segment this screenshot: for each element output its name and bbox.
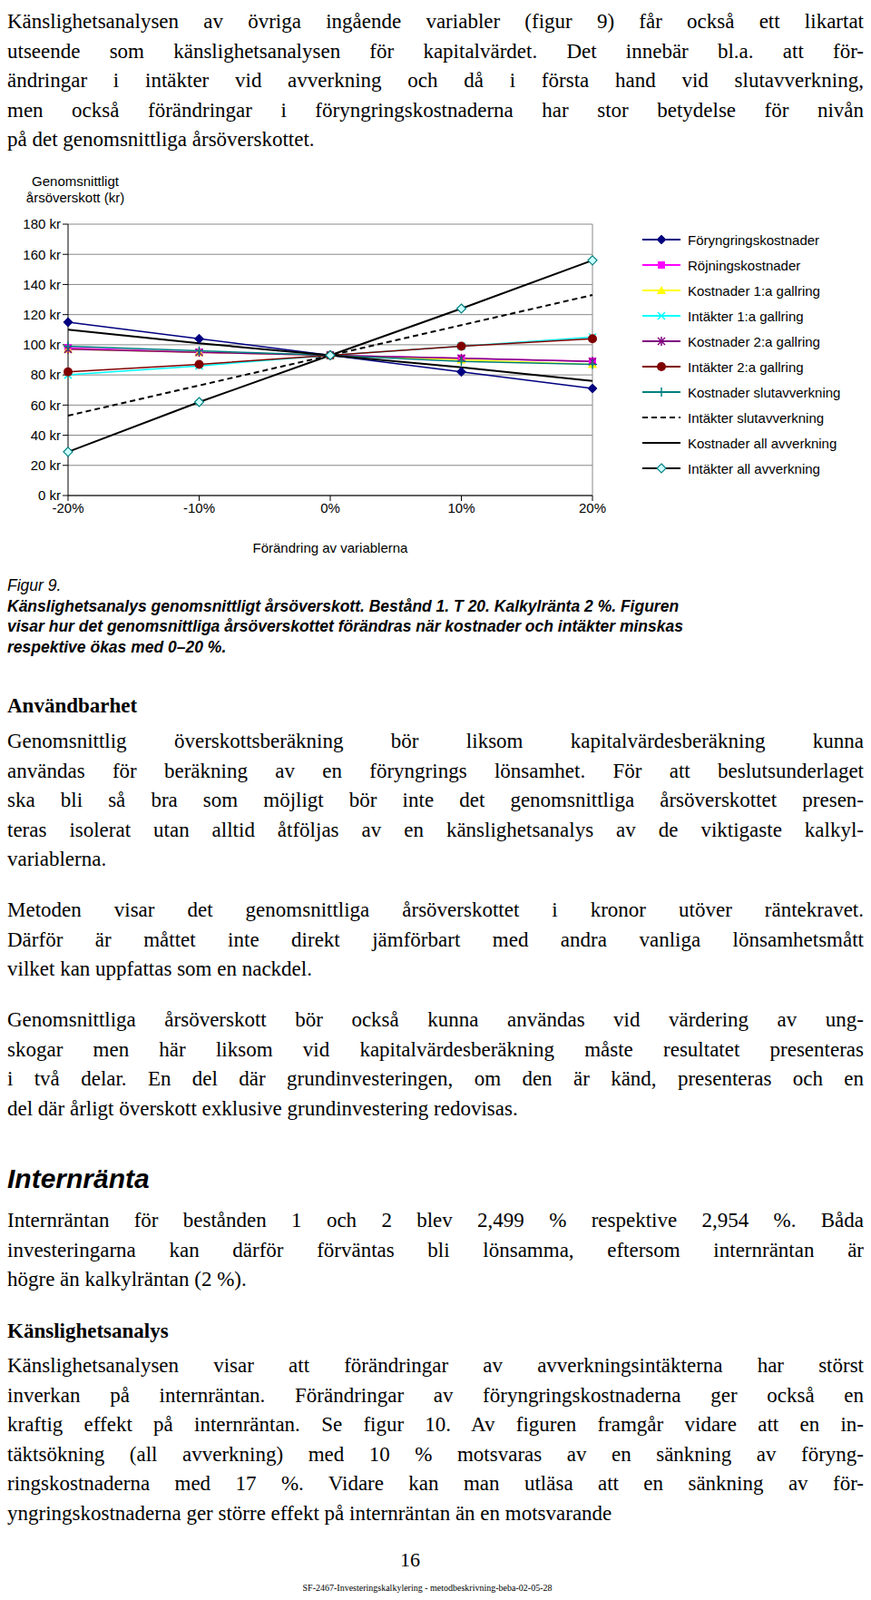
html-text:utseende som känslighetsanalys: utseende som känslighetsanalysen för kap… bbox=[7, 39, 864, 63]
html-text:Kostnader all avverkning: Kostnader all avverkning bbox=[687, 435, 837, 451]
html-text:skogar men här liksom vid kapi: skogar men här liksom vid kapitalvärdesb… bbox=[7, 1037, 864, 1061]
html-text:del där årligt överskott exklu: del där årligt överskott exklusive grund… bbox=[7, 1096, 518, 1120]
svg-text:80 kr: 80 kr bbox=[30, 366, 61, 382]
html-text:Genomsnittlig överskottsberäkn: Genomsnittlig överskottsberäkning bör li… bbox=[7, 729, 864, 753]
html-text:Figur 9.: Figur 9. bbox=[7, 576, 62, 595]
html-text:högre än kalkylräntan (2 %).: högre än kalkylräntan (2 %). bbox=[7, 1267, 247, 1291]
html-text:ska bli så bra som möjligt bör: ska bli så bra som möjligt bör inte det … bbox=[7, 788, 864, 812]
html-text:men också förändringar i föryn: men också förändringar i föryngringskost… bbox=[7, 98, 864, 122]
html-text:täktsökning (all avverkning) m: täktsökning (all avverkning) med 10 % mo… bbox=[7, 1442, 864, 1466]
svg-text:140 kr: 140 kr bbox=[22, 276, 61, 293]
html-text:Kostnader 1:a gallring: Kostnader 1:a gallring bbox=[687, 282, 821, 299]
html-text:teras isolerat utan alltid åtf: teras isolerat utan alltid åtföljas av e… bbox=[7, 818, 864, 841]
html-text:Internräntan för bestånden 1 o: Internräntan för bestånden 1 och 2 blev … bbox=[7, 1208, 864, 1232]
html-text:Förändring av variablerna: Förändring av variablerna bbox=[252, 539, 408, 556]
html-text:16: 16 bbox=[400, 1547, 421, 1571]
html-text:vilket kan uppfattas som en na: vilket kan uppfattas som en nackdel. bbox=[7, 957, 313, 981]
svg-text:-10%: -10% bbox=[183, 499, 216, 516]
html-text:Intäkter 2:a gallring: Intäkter 2:a gallring bbox=[687, 358, 804, 375]
html-text:Kostnader 2:a gallring: Kostnader 2:a gallring bbox=[687, 333, 821, 349]
html-text:på det genomsnittliga årsövers: på det genomsnittliga årsöverskottet. bbox=[7, 128, 315, 151]
html-text:Känslighetsanalysen av övriga: Känslighetsanalysen av övriga ingående v… bbox=[7, 9, 864, 33]
svg-text:-20%: -20% bbox=[52, 499, 84, 516]
html-text:användas för beräkning av en f: användas för beräkning av en föryngrings… bbox=[7, 759, 864, 782]
html-text:Metoden visar det genomsnittli: Metoden visar det genomsnittliga årsöver… bbox=[7, 898, 864, 921]
html-text:respektive ökas med 0–20 %.: respektive ökas med 0–20 %. bbox=[7, 637, 227, 656]
html-text:Röjningskostnader: Röjningskostnader bbox=[687, 257, 801, 273]
html-text:Genomsnittligt årsöverskott (k: Genomsnittligt årsöverskott (kr) bbox=[26, 173, 125, 206]
html-text:Känslighetsanalysen visar att: Känslighetsanalysen visar att förändring… bbox=[7, 1353, 864, 1377]
html-text:ringskostnaderna med 17 %. Vid: ringskostnaderna med 17 %. Vidare kan ma… bbox=[7, 1471, 864, 1495]
svg-text:60 kr: 60 kr bbox=[30, 397, 61, 413]
svg-text:40 kr: 40 kr bbox=[30, 427, 61, 443]
html-text:yngringskostnaderna ger större: yngringskostnaderna ger större effekt på… bbox=[7, 1501, 612, 1525]
html-text:Användbarhet: Användbarhet bbox=[7, 694, 138, 717]
html-text:investeringarna kan därför för: investeringarna kan därför förväntas bli… bbox=[7, 1238, 864, 1261]
svg-text:20%: 20% bbox=[578, 499, 607, 516]
html-text:Känslighetsanalys genomsnittli: Känslighetsanalys genomsnittligt årsöver… bbox=[7, 596, 679, 615]
html-text:ändringar i intäkter vid avver: ändringar i intäkter vid avverkning och … bbox=[7, 69, 864, 92]
svg-text:10%: 10% bbox=[447, 499, 475, 516]
html-text:Intäkter slutavverkning: Intäkter slutavverkning bbox=[687, 409, 824, 426]
svg-text:100 kr: 100 kr bbox=[22, 336, 61, 353]
html-text:kraftig effekt på internräntan: kraftig effekt på internräntan. Se figur… bbox=[7, 1412, 864, 1436]
html-text:i två delar. En del där grundi: i två delar. En del där grundinvestering… bbox=[7, 1067, 864, 1090]
svg-text:20 kr: 20 kr bbox=[30, 457, 61, 473]
svg-text:160 kr: 160 kr bbox=[22, 246, 61, 263]
html-text:Internränta: Internränta bbox=[7, 1163, 150, 1194]
html-text:inverkan på internräntan. Förä: inverkan på internräntan. Förändringar a… bbox=[7, 1383, 864, 1406]
svg-text:120 kr: 120 kr bbox=[22, 306, 61, 323]
svg-text:0%: 0% bbox=[320, 499, 341, 516]
html-text:Genomsnittliga årsöverskott bö: Genomsnittliga årsöverskott bör också ku… bbox=[7, 1008, 864, 1031]
svg-text:0 kr: 0 kr bbox=[38, 487, 61, 503]
html-text:Därför är måttet inte direkt j: Därför är måttet inte direkt jämförbart … bbox=[7, 927, 864, 951]
svg-text:180 kr: 180 kr bbox=[22, 215, 61, 232]
html-text:visar hur det genomsnittliga å: visar hur det genomsnittliga årsöverskot… bbox=[7, 616, 684, 636]
html-text:Känslighetsanalys: Känslighetsanalys bbox=[7, 1319, 169, 1342]
html-text:Föryngringskostnader: Föryngringskostnader bbox=[687, 231, 820, 248]
html-text:Intäkter all avverkning: Intäkter all avverkning bbox=[687, 460, 821, 476]
html-text:Kostnader slutavverkning: Kostnader slutavverkning bbox=[687, 384, 841, 400]
html-text:variablerna.: variablerna. bbox=[7, 847, 107, 871]
html-text:SF-2467-Investeringskalkylerin: SF-2467-Investeringskalkylering - metodb… bbox=[302, 1582, 553, 1593]
html-text:Intäkter 1:a gallring: Intäkter 1:a gallring bbox=[687, 308, 804, 324]
